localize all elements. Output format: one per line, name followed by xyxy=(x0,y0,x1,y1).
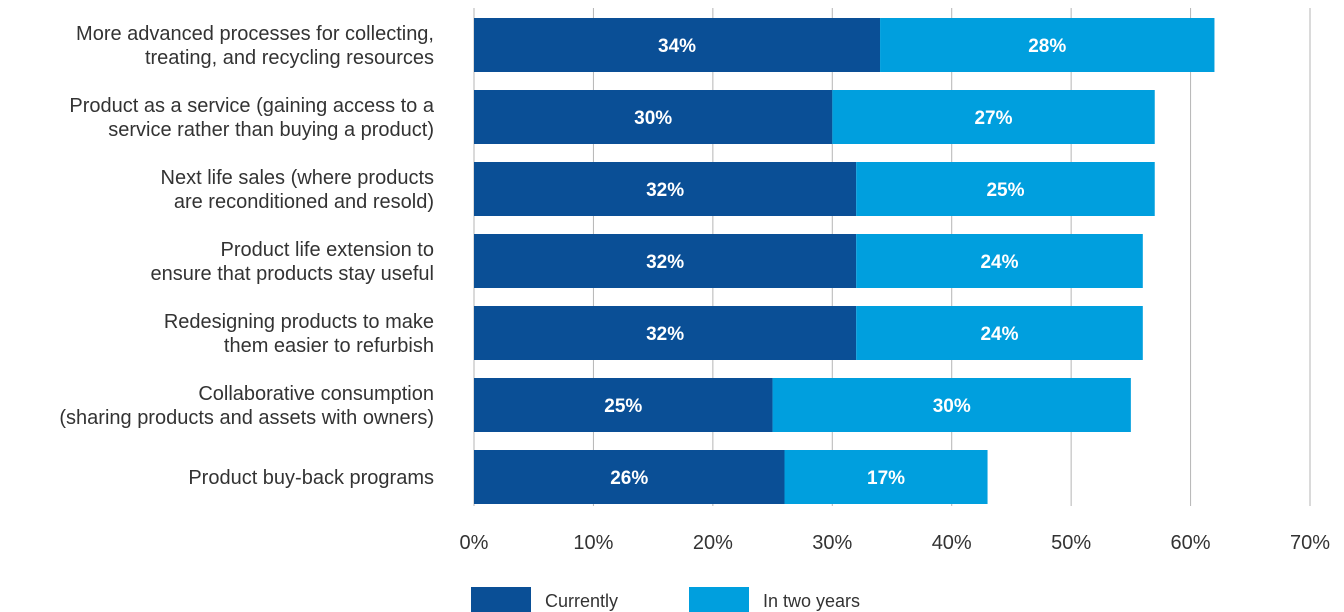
bar-segment-currently xyxy=(474,234,857,288)
x-tick-label: 10% xyxy=(573,532,613,554)
x-axis-ticks: 0% 10% 20% 30% 40% 50% 60% 70% xyxy=(460,532,1331,554)
bar-segment-currently xyxy=(474,450,785,504)
x-tick-label: 0% xyxy=(460,532,489,554)
legend-label: In two years xyxy=(763,591,860,611)
legend-swatch xyxy=(471,587,531,612)
bar-segment-currently xyxy=(474,378,773,432)
x-tick-label: 50% xyxy=(1051,532,1091,554)
bar-segment-currently xyxy=(474,18,881,72)
bar-value-label: 24% xyxy=(980,324,1018,345)
bar-segment-in-two-years xyxy=(856,234,1143,288)
bar-value-label: 28% xyxy=(1028,36,1066,57)
category-label: Product life extension to ensure that pro… xyxy=(151,239,435,285)
bar-value-label: 26% xyxy=(610,468,648,489)
legend: Currently In two years xyxy=(471,587,860,612)
bar-segment-currently xyxy=(474,90,833,144)
x-tick-label: 40% xyxy=(932,532,972,554)
legend-swatch xyxy=(689,587,749,612)
category-label: Next life sales (where products are recon… xyxy=(161,167,434,213)
bar-value-label: 17% xyxy=(867,468,905,489)
x-tick-label: 60% xyxy=(1171,532,1211,554)
bar-segment-in-two-years xyxy=(880,18,1215,72)
legend-label: Currently xyxy=(545,591,618,611)
category-label: Collaborative consumption (sharing produc… xyxy=(59,383,434,429)
bar-segment-currently xyxy=(474,162,857,216)
bar-value-label: 32% xyxy=(646,252,684,273)
category-label: Product as a service (gaining access to … xyxy=(69,95,435,141)
x-tick-label: 20% xyxy=(693,532,733,554)
bar-value-label: 30% xyxy=(933,396,971,417)
bar-segment-in-two-years xyxy=(784,450,988,504)
category-label: More advanced processes for collecting, t… xyxy=(76,23,434,69)
bar-value-label: 25% xyxy=(986,180,1024,201)
bar-value-label: 25% xyxy=(604,396,642,417)
bars: 34% 28% 30% 27% 32% 25% 32% 24% 32% 24% 25% 30% 26% 1… xyxy=(474,18,1215,504)
bar-segment-currently xyxy=(474,306,857,360)
bar-segment-in-two-years xyxy=(856,306,1143,360)
bar-value-label: 34% xyxy=(658,36,696,57)
category-label: Redesigning products to make them easier … xyxy=(164,311,434,357)
category-labels: More advanced processes for collecting, t… xyxy=(59,23,434,489)
bar-segment-in-two-years xyxy=(832,90,1155,144)
bar-value-label: 24% xyxy=(980,252,1018,273)
bar-segment-in-two-years xyxy=(772,378,1131,432)
bar-value-label: 30% xyxy=(634,108,672,129)
x-tick-label: 30% xyxy=(812,532,852,554)
bar-segment-in-two-years xyxy=(856,162,1155,216)
bar-value-label: 32% xyxy=(646,180,684,201)
bar-value-label: 27% xyxy=(974,108,1012,129)
x-tick-label: 70% xyxy=(1290,532,1330,554)
bar-value-label: 32% xyxy=(646,324,684,345)
category-label: Product buy-back programs xyxy=(188,467,434,489)
